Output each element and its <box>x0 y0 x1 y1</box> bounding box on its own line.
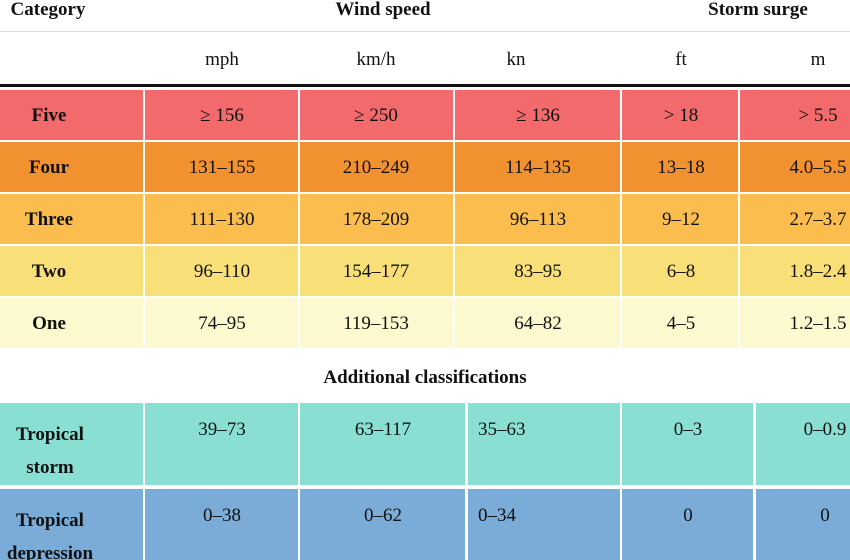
category-cell <box>622 246 738 296</box>
category-cell <box>145 142 298 192</box>
classification-cell <box>145 489 298 560</box>
category-name: Four <box>28 157 70 178</box>
classification-value: 0–0.9 <box>803 419 847 440</box>
category-cell <box>300 298 453 348</box>
unit-label: m <box>810 49 826 70</box>
category-cell <box>0 246 143 296</box>
classification-value: 0–34 <box>478 505 516 526</box>
category-cell <box>145 298 298 348</box>
classification-cell <box>0 403 143 485</box>
category-name: Three <box>24 209 74 230</box>
header-wind-speed: Wind speed <box>335 0 431 20</box>
classification-cell <box>756 489 850 560</box>
category-cell <box>622 90 738 140</box>
category-name: Five <box>31 105 67 126</box>
classification-cell <box>468 403 620 485</box>
category-cell <box>455 298 620 348</box>
category-value: > 18 <box>663 105 699 126</box>
classification-cell <box>468 489 620 560</box>
classification-cell <box>145 403 298 485</box>
classification-value: 0 <box>820 505 830 526</box>
classification-cell <box>622 489 753 560</box>
classification-value: 35–63 <box>478 419 526 440</box>
category-cell <box>455 142 620 192</box>
header-storm-surge: Storm surge <box>708 0 808 20</box>
category-cell <box>0 194 143 244</box>
classification-name: Tropical depression <box>6 510 94 560</box>
category-value: 210–249 <box>342 157 410 178</box>
category-value: 119–153 <box>343 313 409 334</box>
category-value: 96–110 <box>193 261 251 282</box>
category-cell <box>145 246 298 296</box>
category-cell <box>145 194 298 244</box>
classification-cell <box>622 403 753 485</box>
classification-value: 39–73 <box>198 419 246 440</box>
classification-value: 0–38 <box>203 505 241 526</box>
category-value: 9–12 <box>662 209 700 230</box>
classification-cell <box>300 489 465 560</box>
category-value: 1.8–2.4 <box>789 261 847 282</box>
category-value: ≥ 250 <box>354 105 398 126</box>
header-category: Category <box>10 0 86 20</box>
category-value: 2.7–3.7 <box>789 209 847 230</box>
category-value: 96–113 <box>509 209 567 230</box>
category-value: 83–95 <box>514 261 562 282</box>
category-cell <box>300 194 453 244</box>
category-cell <box>455 90 620 140</box>
category-name: Two <box>31 261 67 282</box>
category-cell <box>0 90 143 140</box>
unit-label: kn <box>506 49 526 70</box>
category-cell <box>145 90 298 140</box>
header-rule-thick <box>0 84 850 87</box>
category-value: 6–8 <box>666 261 696 282</box>
category-cell <box>740 142 850 192</box>
classification-name: Tropical storm <box>16 424 84 478</box>
header-rule <box>0 31 850 32</box>
category-value: 64–82 <box>514 313 562 334</box>
classification-value: 0–62 <box>364 505 402 526</box>
category-cell <box>740 246 850 296</box>
category-value: 131–155 <box>188 157 256 178</box>
category-cell <box>455 246 620 296</box>
category-cell <box>740 194 850 244</box>
category-value: 114–135 <box>505 157 571 178</box>
classification-cell <box>300 403 465 485</box>
unit-label: mph <box>205 49 239 70</box>
classification-value: 0 <box>683 505 693 526</box>
category-value: 74–95 <box>198 313 246 334</box>
category-cell <box>0 142 143 192</box>
category-name: One <box>32 313 66 334</box>
category-value: 178–209 <box>342 209 410 230</box>
category-value: ≥ 136 <box>516 105 560 126</box>
classification-cell <box>0 489 143 560</box>
category-value: 4.0–5.5 <box>789 157 847 178</box>
category-cell <box>455 194 620 244</box>
category-cell <box>0 298 143 348</box>
classification-cell <box>756 403 850 485</box>
category-value: ≥ 156 <box>200 105 244 126</box>
category-cell <box>622 142 738 192</box>
category-cell <box>622 298 738 348</box>
category-cell <box>300 246 453 296</box>
category-value: 111–130 <box>189 209 255 230</box>
category-value: 4–5 <box>666 313 696 334</box>
classification-value: 0–3 <box>673 419 703 440</box>
classification-value: 63–117 <box>354 419 412 440</box>
category-cell <box>740 90 850 140</box>
category-cell <box>740 298 850 348</box>
category-value: 154–177 <box>342 261 410 282</box>
unit-label: km/h <box>356 49 396 70</box>
category-value: 1.2–1.5 <box>789 313 847 334</box>
category-value: > 5.5 <box>798 105 838 126</box>
category-cell <box>622 194 738 244</box>
category-value: 13–18 <box>657 157 705 178</box>
category-cell <box>300 142 453 192</box>
additional-title: Additional classifications <box>323 367 527 388</box>
category-cell <box>300 90 453 140</box>
unit-label: ft <box>675 49 687 70</box>
